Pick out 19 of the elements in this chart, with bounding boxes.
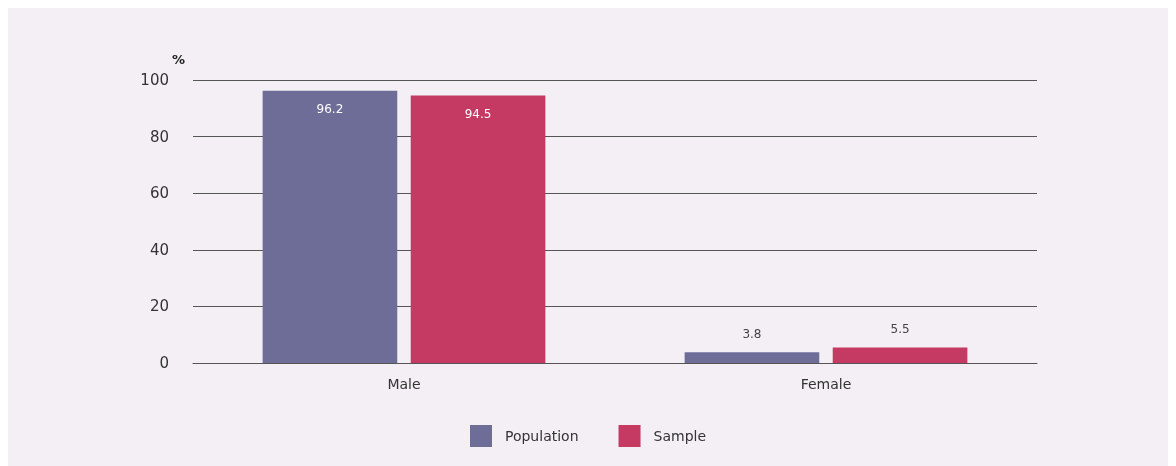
y-tick-label: 20 [149, 297, 169, 316]
y-tick-label: 40 [149, 240, 169, 259]
bar [684, 352, 820, 363]
bar [410, 95, 546, 363]
y-tick-label: 60 [149, 184, 169, 203]
legend-label: Sample [653, 428, 707, 444]
bar [262, 90, 398, 363]
y-tick-label: 100 [140, 71, 169, 89]
y-axis-title: % [171, 52, 185, 67]
data-label: 96.2 [316, 101, 344, 116]
data-label: 3.8 [742, 327, 762, 342]
bar [832, 347, 968, 363]
x-tick-label: Female [800, 376, 852, 392]
data-label: 94.5 [464, 106, 492, 121]
y-tick-label: 0 [159, 354, 169, 372]
legend-label: Population [504, 428, 579, 444]
y-tick-label: 80 [149, 127, 169, 146]
data-label: 5.5 [890, 322, 910, 337]
x-tick-label: Male [387, 376, 421, 392]
